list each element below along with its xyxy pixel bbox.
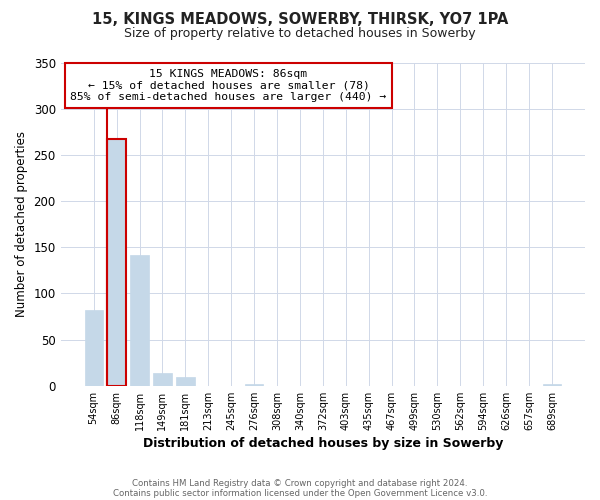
Bar (85, 310, 103, 386)
Bar (107, 139, 126, 386)
Bar (176, 376, 194, 386)
Text: 15, KINGS MEADOWS, SOWERBY, THIRSK, YO7 1PA: 15, KINGS MEADOWS, SOWERBY, THIRSK, YO7 … (92, 12, 508, 28)
Text: Size of property relative to detached houses in Sowerby: Size of property relative to detached ho… (124, 28, 476, 40)
Bar (130, 254, 149, 386)
Y-axis label: Number of detached properties: Number of detached properties (15, 131, 28, 317)
Text: Contains HM Land Registry data © Crown copyright and database right 2024.: Contains HM Land Registry data © Crown c… (132, 478, 468, 488)
Bar (153, 373, 172, 386)
Text: Contains public sector information licensed under the Open Government Licence v3: Contains public sector information licen… (113, 488, 487, 498)
Text: 15 KINGS MEADOWS: 86sqm
← 15% of detached houses are smaller (78)
85% of semi-de: 15 KINGS MEADOWS: 86sqm ← 15% of detache… (70, 69, 386, 102)
Bar (543, 384, 561, 386)
Bar (245, 384, 263, 386)
X-axis label: Distribution of detached houses by size in Sowerby: Distribution of detached houses by size … (143, 437, 503, 450)
